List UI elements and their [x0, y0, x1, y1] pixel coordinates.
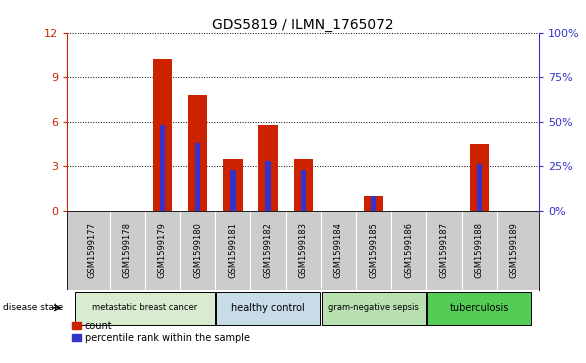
Text: metastatic breast cancer: metastatic breast cancer: [92, 303, 197, 312]
Text: disease state: disease state: [3, 303, 63, 312]
Bar: [216, 292, 320, 325]
Bar: [223, 159, 243, 211]
Text: GSM1599178: GSM1599178: [122, 223, 132, 278]
Legend: count, percentile rank within the sample: count, percentile rank within the sample: [72, 321, 250, 343]
Text: GSM1599181: GSM1599181: [229, 223, 237, 278]
Text: healthy control: healthy control: [231, 303, 305, 313]
Bar: [364, 196, 383, 211]
Text: GSM1599182: GSM1599182: [264, 223, 272, 278]
Bar: [371, 196, 376, 211]
Text: GSM1599183: GSM1599183: [299, 223, 308, 278]
Bar: [322, 292, 426, 325]
Bar: [427, 292, 532, 325]
Text: GSM1599189: GSM1599189: [510, 223, 519, 278]
Text: GSM1599184: GSM1599184: [334, 223, 343, 278]
Bar: [294, 159, 313, 211]
Bar: [75, 292, 214, 325]
Bar: [153, 59, 172, 211]
Bar: [258, 125, 278, 211]
Bar: [160, 125, 165, 211]
Bar: [230, 170, 236, 211]
Bar: [469, 144, 489, 211]
Bar: [476, 164, 482, 211]
Title: GDS5819 / ILMN_1765072: GDS5819 / ILMN_1765072: [213, 18, 394, 32]
Text: GSM1599177: GSM1599177: [87, 223, 97, 278]
Text: GSM1599185: GSM1599185: [369, 223, 378, 278]
Text: GSM1599186: GSM1599186: [404, 223, 413, 278]
Text: GSM1599187: GSM1599187: [440, 223, 448, 278]
Bar: [188, 95, 207, 211]
Bar: [301, 170, 306, 211]
Text: GSM1599180: GSM1599180: [193, 223, 202, 278]
Text: gram-negative sepsis: gram-negative sepsis: [328, 303, 419, 312]
Bar: [265, 161, 271, 211]
Text: GSM1599188: GSM1599188: [475, 223, 484, 278]
Text: GSM1599179: GSM1599179: [158, 223, 167, 278]
Text: tuberculosis: tuberculosis: [449, 303, 509, 313]
Bar: [195, 143, 200, 211]
